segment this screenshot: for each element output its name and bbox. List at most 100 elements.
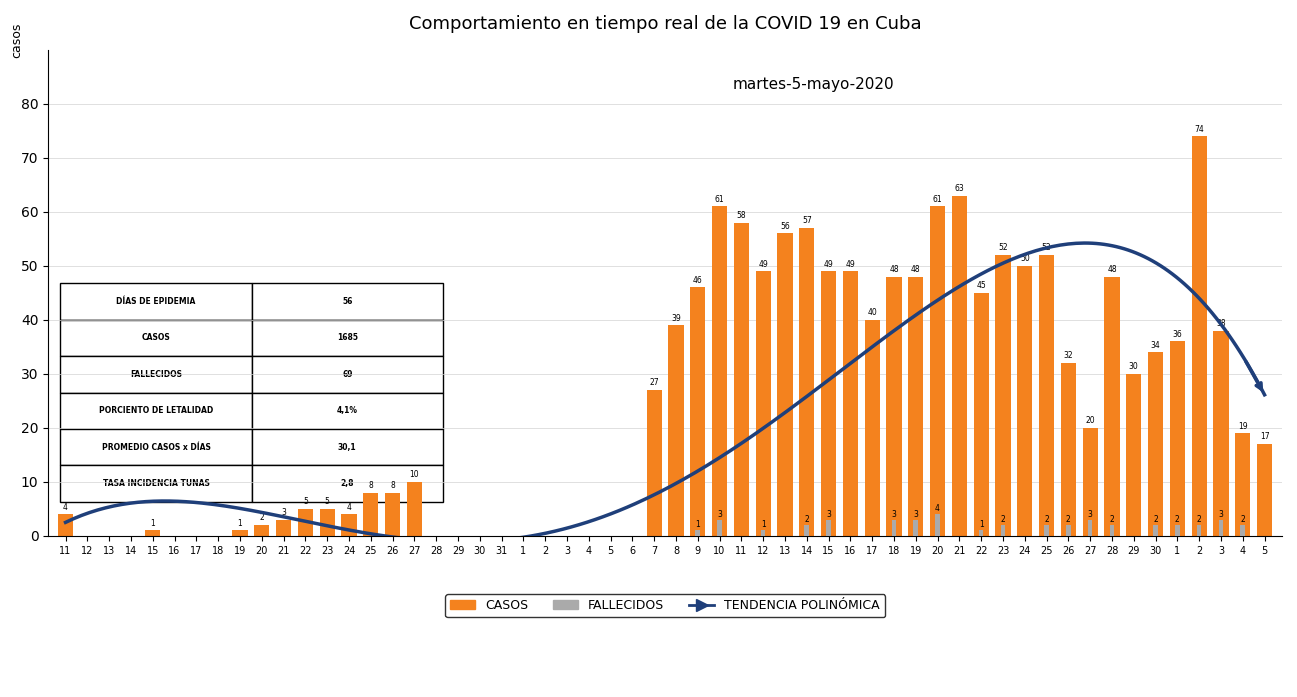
Text: 10: 10 <box>410 470 419 479</box>
Bar <box>1257 444 1272 536</box>
Bar <box>385 493 401 536</box>
Title: Comportamiento en tiempo real de la COVID 19 en Cuba: Comportamiento en tiempo real de la COVI… <box>409 15 921 33</box>
Text: 48: 48 <box>910 265 921 274</box>
Bar <box>254 525 270 536</box>
Bar <box>341 514 357 536</box>
Bar <box>1083 428 1097 536</box>
Text: 49: 49 <box>846 259 855 268</box>
Text: 39: 39 <box>671 314 681 323</box>
Text: 46: 46 <box>693 276 703 285</box>
Bar <box>1039 255 1054 536</box>
Bar <box>232 530 248 536</box>
Bar <box>886 277 901 536</box>
Text: 2: 2 <box>1000 515 1005 524</box>
Bar <box>1175 525 1180 536</box>
Bar <box>995 255 1010 536</box>
Text: 4: 4 <box>346 503 351 512</box>
Bar <box>974 293 988 536</box>
Text: 3: 3 <box>281 508 285 517</box>
Text: 36: 36 <box>1172 330 1183 339</box>
Bar <box>821 271 837 536</box>
Text: 2: 2 <box>1044 515 1049 524</box>
Bar <box>717 520 722 536</box>
Bar <box>756 271 770 536</box>
Text: 3: 3 <box>1218 510 1223 519</box>
Text: 2: 2 <box>1197 515 1201 524</box>
Legend: CASOS, FALLECIDOS, TENDENCIA POLINÓMICA: CASOS, FALLECIDOS, TENDENCIA POLINÓMICA <box>445 594 885 617</box>
Bar <box>1213 330 1228 536</box>
Bar <box>804 525 809 536</box>
Text: 38: 38 <box>1217 319 1226 328</box>
Bar <box>761 530 765 536</box>
Text: 48: 48 <box>1108 265 1117 274</box>
Bar <box>930 206 946 536</box>
Text: 52: 52 <box>999 243 1008 252</box>
Text: 4: 4 <box>935 504 940 513</box>
Text: 61: 61 <box>933 194 943 204</box>
Text: 63: 63 <box>955 184 964 193</box>
Bar <box>1066 525 1070 536</box>
Bar <box>276 520 292 536</box>
Text: 3: 3 <box>913 510 918 519</box>
Y-axis label: casos: casos <box>10 22 23 58</box>
Bar <box>319 509 335 536</box>
Bar <box>690 287 706 536</box>
Text: 61: 61 <box>715 194 724 204</box>
Text: 5: 5 <box>324 497 329 506</box>
Bar <box>298 509 313 536</box>
Text: 1: 1 <box>761 521 765 530</box>
Text: 34: 34 <box>1150 341 1161 350</box>
Text: 1: 1 <box>695 521 700 530</box>
Text: 74: 74 <box>1195 125 1204 134</box>
Bar <box>1061 363 1077 536</box>
Text: 40: 40 <box>868 308 877 317</box>
Bar <box>1235 434 1250 536</box>
Bar <box>363 493 379 536</box>
Bar <box>1017 266 1032 536</box>
Text: 48: 48 <box>890 265 899 274</box>
Text: 2: 2 <box>259 514 265 522</box>
Text: 17: 17 <box>1259 432 1270 441</box>
Bar <box>695 530 700 536</box>
Text: 56: 56 <box>779 222 790 231</box>
Text: 1: 1 <box>979 521 983 530</box>
Bar <box>935 514 940 536</box>
Text: 50: 50 <box>1019 254 1030 263</box>
Text: 30: 30 <box>1128 362 1139 372</box>
Text: 2: 2 <box>1240 515 1245 524</box>
Text: 49: 49 <box>824 259 834 268</box>
Text: 19: 19 <box>1237 422 1248 431</box>
Bar <box>1153 525 1158 536</box>
Bar <box>1001 525 1005 536</box>
Text: 2: 2 <box>1175 515 1180 524</box>
Text: 4: 4 <box>64 503 67 512</box>
Bar <box>712 206 728 536</box>
Text: 3: 3 <box>891 510 896 519</box>
Text: 32: 32 <box>1064 351 1073 360</box>
Text: 5: 5 <box>303 497 307 506</box>
Bar <box>826 520 831 536</box>
Text: 2: 2 <box>1109 515 1114 524</box>
Bar <box>668 325 684 536</box>
Bar <box>1104 277 1119 536</box>
Bar <box>1219 520 1223 536</box>
Text: 3: 3 <box>1088 510 1092 519</box>
Text: 8: 8 <box>368 481 374 490</box>
Text: 2: 2 <box>804 515 809 524</box>
Text: 57: 57 <box>802 216 812 225</box>
Text: 52: 52 <box>1041 243 1052 252</box>
Bar <box>1170 342 1185 536</box>
Text: 8: 8 <box>390 481 394 490</box>
Bar <box>1148 352 1163 536</box>
Text: 2: 2 <box>1066 515 1071 524</box>
Text: 1: 1 <box>237 519 243 528</box>
Bar <box>1126 374 1141 536</box>
Bar <box>646 390 661 536</box>
Bar <box>777 233 792 536</box>
Bar <box>799 228 815 536</box>
Bar <box>979 530 983 536</box>
Bar <box>843 271 859 536</box>
Bar <box>1240 525 1245 536</box>
Text: 3: 3 <box>717 510 722 519</box>
Text: 27: 27 <box>650 378 659 388</box>
